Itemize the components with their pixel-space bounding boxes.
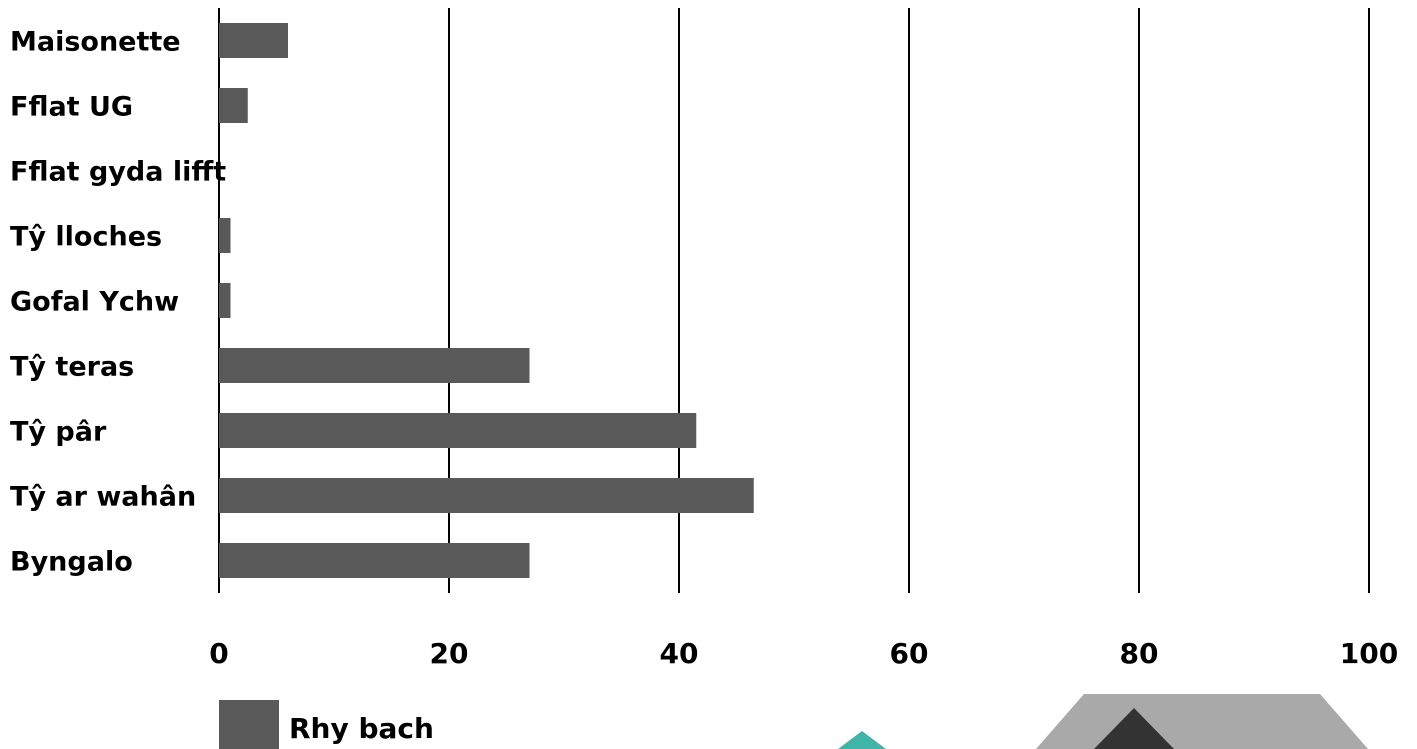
category-label-6: Tŷ pâr	[10, 417, 107, 448]
gray-trapezoid-decoration	[1036, 694, 1368, 749]
bar-8	[219, 543, 530, 578]
legend-label: Rhy bach	[289, 712, 434, 745]
dark-triangle-decoration	[1094, 708, 1174, 749]
x-tick-label-20: 20	[430, 637, 469, 670]
bar-7	[219, 478, 754, 513]
category-label-5: Tŷ teras	[10, 352, 134, 383]
category-label-0: Maisonette	[10, 27, 181, 58]
x-tick-label-0: 0	[209, 637, 228, 670]
bar-3	[219, 218, 231, 253]
bar-5	[219, 348, 530, 383]
x-tick-label-60: 60	[890, 637, 929, 670]
category-label-3: Tŷ lloches	[10, 222, 162, 253]
category-label-4: Gofal Ychw	[10, 287, 179, 318]
legend: Rhy bach	[219, 700, 434, 749]
category-label-1: Fflat UG	[10, 92, 133, 123]
category-label-7: Tŷ ar wahân	[10, 482, 196, 513]
teal-triangle-decoration	[838, 731, 886, 749]
category-label-8: Byngalo	[10, 547, 133, 578]
x-tick-label-80: 80	[1120, 637, 1159, 670]
bar-6	[219, 413, 697, 448]
bar-4	[219, 283, 231, 318]
x-tick-label-40: 40	[660, 637, 699, 670]
x-tick-labels: 0 20 40 60 80 100	[209, 637, 1398, 670]
decorative-shapes	[838, 694, 1368, 749]
category-labels: Maisonette Fflat UG Fflat gyda lifft Tŷ llo…	[10, 27, 226, 578]
bars	[219, 23, 754, 578]
x-tick-label-100: 100	[1340, 637, 1398, 670]
category-label-2: Fflat gyda lifft	[10, 157, 226, 188]
bar-0	[219, 23, 288, 58]
legend-swatch	[219, 700, 279, 749]
bar-1	[219, 88, 248, 123]
